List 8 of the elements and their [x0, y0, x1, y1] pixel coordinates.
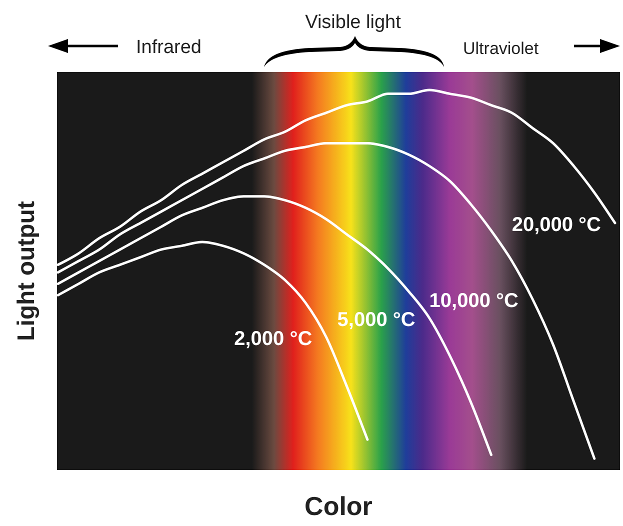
text: Infrared	[136, 37, 202, 58]
x-axis-title: Color	[304, 491, 372, 521]
y-axis-title: Light output	[13, 201, 40, 341]
series-label: 10,000 °C	[429, 290, 518, 312]
text: Visible light	[305, 12, 402, 33]
text: Ultraviolet	[463, 39, 539, 58]
series-label: 20,000 °C	[512, 214, 601, 236]
series-label: 2,000 °C	[234, 328, 312, 350]
